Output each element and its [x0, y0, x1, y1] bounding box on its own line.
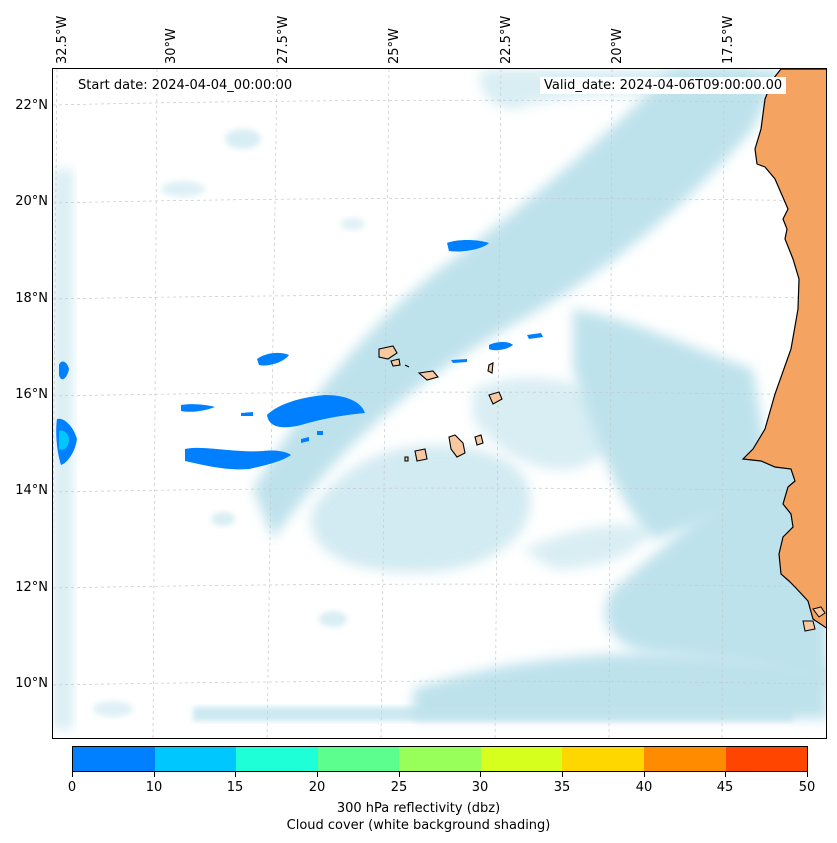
colorbar-tick: [644, 772, 645, 777]
lat-label-18n: 18°N: [15, 291, 48, 306]
colorbar-tick-label: 10: [145, 780, 163, 795]
colorbar-tick-label: 35: [553, 780, 571, 795]
lon-label-25w: 25°W: [387, 28, 402, 64]
colorbar-segment: [236, 747, 318, 771]
valid-date-label: Valid_date: 2024-04-06T09:00:00.00: [540, 77, 787, 94]
lon-label-20w: 20°W: [610, 28, 625, 64]
colorbar-tick-label: 30: [471, 780, 489, 795]
colorbar-tick: [154, 772, 155, 777]
colorbar-tick: [317, 772, 318, 777]
cloud-cover-shading: [53, 69, 826, 729]
colorbar-segment: [643, 747, 726, 771]
colorbar-tick: [725, 772, 726, 777]
africa-landmass: [741, 69, 826, 629]
lon-label-30w: 30°W: [164, 28, 179, 64]
lat-label-22n: 22°N: [15, 98, 48, 113]
colorbar-segment: [480, 747, 563, 771]
colorbar-tick-label: 40: [635, 780, 653, 795]
colorbar-tick: [480, 772, 481, 777]
colorbar-tick-label: 0: [67, 780, 77, 795]
colorbar-tick: [72, 772, 73, 777]
lon-label-22-5w: 22.5°W: [499, 15, 514, 64]
bijagos-island: [802, 620, 816, 632]
bijagos-island: [812, 606, 826, 618]
reflectivity-layer: [56, 240, 543, 470]
colorbar-sublabel: Cloud cover (white background shading): [286, 818, 551, 833]
map-canvas: [53, 69, 826, 738]
colorbar-tick: [399, 772, 400, 777]
colorbar-segment: [154, 747, 237, 771]
lat-label-10n: 10°N: [15, 676, 48, 691]
colorbar-tick: [235, 772, 236, 777]
cape-verde-islands: [378, 345, 503, 462]
lon-label-17-5w: 17.5°W: [721, 15, 736, 64]
lon-label-27-5w: 27.5°W: [276, 15, 291, 64]
lat-label-20n: 20°N: [15, 194, 48, 209]
reflectivity-colorbar: [72, 746, 808, 772]
map-gridlines: [53, 69, 826, 738]
colorbar-segment: [317, 747, 400, 771]
colorbar-tick-label: 15: [226, 780, 244, 795]
colorbar-tick-label: 25: [390, 780, 408, 795]
lat-label-12n: 12°N: [15, 580, 48, 595]
colorbar-tick-label: 20: [308, 780, 326, 795]
start-date-label: Start date: 2024-04-04_00:00:00: [74, 77, 297, 94]
colorbar-tick: [562, 772, 563, 777]
colorbar-tick-label: 45: [716, 780, 734, 795]
colorbar-segment: [725, 747, 808, 771]
colorbar-segment: [562, 747, 644, 771]
lat-label-16n: 16°N: [15, 387, 48, 402]
colorbar-segment: [73, 747, 155, 771]
map-panel[interactable]: [52, 68, 827, 739]
lon-label-32-5w: 32.5°W: [55, 15, 70, 64]
lat-label-14n: 14°N: [15, 483, 48, 498]
colorbar-label: 300 hPa reflectivity (dbz): [336, 801, 501, 816]
colorbar-segment: [399, 747, 481, 771]
colorbar-tick: [807, 772, 808, 777]
colorbar-tick-label: 50: [798, 780, 816, 795]
